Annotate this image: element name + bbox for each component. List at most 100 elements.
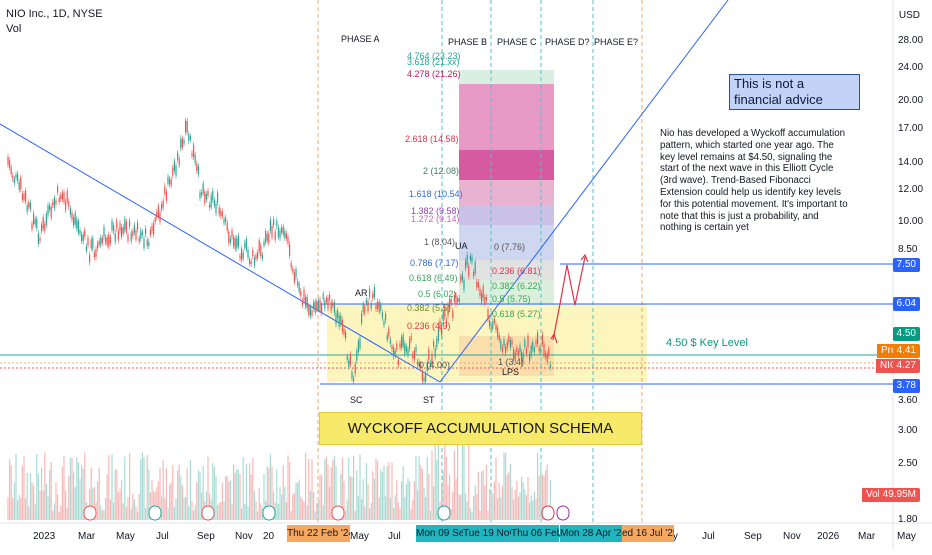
volume-bar — [538, 475, 540, 520]
price-tag-750: 7.50 — [892, 258, 920, 272]
candle-body — [529, 353, 531, 361]
candle-body — [66, 190, 68, 202]
candle-body — [49, 205, 51, 210]
volume-bar — [349, 476, 351, 520]
candle-body — [548, 348, 550, 356]
volume-bar — [471, 511, 473, 520]
fib-ext-label: 4.278 (21.26) — [407, 69, 461, 79]
candle-body — [204, 192, 206, 204]
candle-body — [162, 200, 164, 208]
volume-bar — [380, 469, 382, 520]
candle-body — [249, 259, 251, 264]
candle-body — [31, 223, 33, 230]
candle-body — [183, 139, 185, 144]
candle-body — [178, 158, 180, 166]
candle-body — [165, 191, 167, 201]
volume-bar — [314, 511, 316, 520]
volume-bar — [375, 458, 377, 520]
candle-body — [314, 301, 316, 313]
volume-bar — [345, 510, 347, 520]
earnings-marker — [541, 505, 555, 521]
candle-body — [401, 337, 403, 348]
volume-bar — [111, 454, 113, 520]
volume-bar — [223, 501, 225, 520]
volume-bar — [396, 480, 398, 520]
volume-bar — [442, 471, 444, 520]
volume-bar — [202, 465, 204, 520]
volume-bar — [287, 455, 289, 520]
volume-bar — [367, 484, 369, 520]
volume-bars — [7, 418, 551, 520]
candle-body — [186, 120, 188, 133]
candle-body — [255, 255, 257, 260]
volume-bar — [458, 494, 460, 520]
volume-bar — [394, 495, 396, 520]
candle-body — [236, 238, 238, 249]
volume-bar — [218, 503, 220, 520]
candle-body — [281, 227, 283, 233]
candle-body — [188, 134, 190, 142]
candle-body — [533, 348, 535, 353]
candle-body — [252, 250, 254, 256]
volume-bar — [194, 504, 196, 520]
volume-bar — [303, 501, 305, 520]
candle-body — [532, 341, 534, 350]
candle-body — [84, 230, 86, 237]
volume-bar — [482, 470, 484, 520]
volume-bar — [197, 470, 199, 520]
volume-bar — [242, 456, 244, 520]
candle-body — [473, 271, 475, 277]
wyckoff-label: ST — [423, 395, 435, 405]
candle-body — [45, 213, 47, 225]
disclaimer-box[interactable]: This is not a financial advice — [729, 74, 860, 110]
candle-body — [109, 236, 111, 244]
candle-body — [92, 237, 94, 250]
volume-bar — [98, 467, 100, 520]
volume-bar — [117, 491, 119, 520]
volume-bar — [525, 495, 527, 520]
candle-body — [418, 361, 420, 367]
volume-bar — [532, 500, 534, 520]
volume-bar — [332, 460, 334, 520]
volume-bar — [169, 484, 171, 520]
volume-bar — [185, 497, 187, 520]
candle-body — [340, 315, 342, 324]
candle-body — [18, 181, 20, 190]
price-tick: 10.00 — [898, 216, 924, 227]
volume-bar — [55, 482, 57, 520]
candle-body — [85, 246, 87, 251]
candle-body — [205, 193, 207, 200]
candle-body — [469, 255, 471, 261]
fib-ext-label: 1.382 (9.58) — [411, 206, 460, 216]
candle-body — [167, 176, 169, 184]
chart-title: NIO Inc., 1D, NYSE — [6, 8, 103, 20]
candle-body — [301, 300, 303, 306]
candle-body — [37, 233, 39, 244]
candle-body — [354, 364, 356, 374]
volume-bar — [63, 456, 65, 520]
candle-body — [453, 294, 455, 302]
volume-bar — [76, 457, 78, 520]
candle-body — [474, 262, 476, 274]
candle-body — [52, 201, 54, 206]
candle-body — [389, 339, 391, 344]
candle-body — [415, 346, 417, 352]
candle-body — [44, 223, 46, 231]
candle-body — [269, 219, 271, 231]
volume-bar — [517, 496, 519, 520]
volume-bar — [25, 497, 27, 520]
candle-body — [220, 210, 222, 217]
volume-bar — [250, 474, 252, 520]
volume-bar — [217, 505, 219, 520]
volume-bar — [391, 462, 393, 520]
volume-bar — [546, 464, 548, 520]
candle-body — [121, 226, 123, 237]
volume-bar — [221, 482, 223, 520]
volume-bar — [519, 492, 521, 520]
candle-body — [498, 335, 500, 340]
candle-body — [73, 217, 75, 226]
candle-body — [471, 256, 473, 262]
volume-bar — [433, 486, 435, 520]
